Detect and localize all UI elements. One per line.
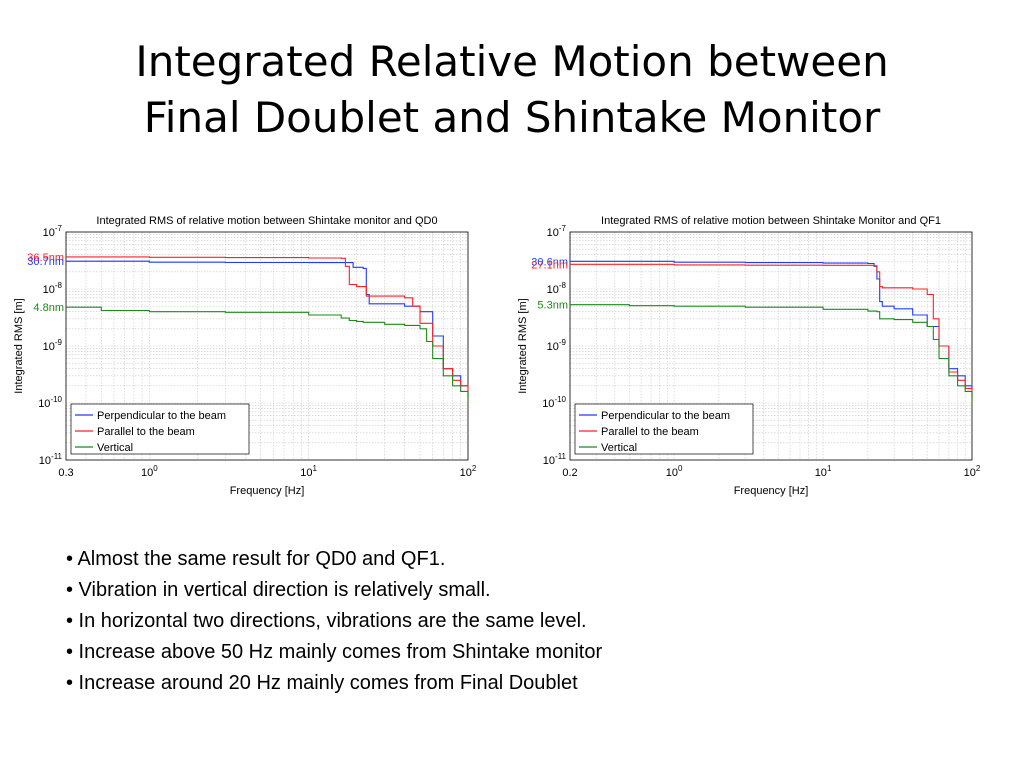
chart-0-y-tick-label: 10-9	[43, 338, 63, 353]
chart-0-title: Integrated RMS of relative motion betwee…	[96, 215, 437, 227]
chart-0-series-vert	[66, 306, 469, 403]
chart-1-y-tick-label: 10-8	[547, 281, 567, 296]
title-line-1: Integrated Relative Motion between	[135, 37, 889, 86]
chart-1-legend-label-par: Parallel to the beam	[601, 426, 699, 438]
chart-1-series-par	[570, 263, 973, 403]
chart-1-axes-frame	[569, 231, 973, 461]
chart-0-x-axis-label: Frequency [Hz]	[230, 485, 305, 497]
title-line-2: Final Doublet and Shintake Monitor	[143, 93, 881, 142]
chart-0-x-tick-label: 101	[300, 464, 317, 479]
chart-1-series-vert	[570, 304, 973, 403]
chart-0-legend-box	[70, 403, 250, 455]
chart-1-y-tick-label: 10-7	[547, 224, 567, 239]
chart-1-y-tick-label: 10-9	[547, 338, 567, 353]
chart-1-y-tick-label: 10-10	[542, 395, 566, 410]
bullet-item: • In horizontal two directions, vibratio…	[66, 610, 587, 632]
bullet-item: • Vibration in vertical direction is rel…	[66, 579, 491, 601]
chart-0-legend-label-vert: Vertical	[97, 442, 133, 454]
chart-1-y-axis-label: Integrated RMS [m]	[517, 298, 529, 393]
chart-1-x-tick-label: 101	[815, 464, 832, 479]
chart-0-axes-frame	[65, 231, 469, 461]
chart-0-y-tick-label: 10-8	[43, 281, 63, 296]
chart-1-legend-label-vert: Vertical	[601, 442, 637, 454]
slide-title: Integrated Relative Motion between Final…	[0, 34, 1024, 146]
chart-0-y-tick-label: 10-10	[38, 395, 62, 410]
chart-1-x-axis-label: Frequency [Hz]	[734, 485, 809, 497]
chart-0-y-tick-label: 10-7	[43, 224, 63, 239]
chart-1-legend-box	[574, 403, 754, 455]
chart-0-annotation-label: 36.5nm	[27, 252, 64, 264]
chart-1-series-perp	[570, 260, 973, 399]
chart-1-x-tick-label: 0.2	[562, 467, 577, 479]
bullet-item: • Almost the same result for QD0 and QF1…	[66, 548, 446, 570]
chart-0-x-tick-label: 0.3	[58, 467, 73, 479]
chart-qd0: 0.3 100 101 102 10-7 10-8 10-9 10-10 10-11 Integr…	[13, 215, 477, 497]
chart-0-annotation-label: 30.7nm	[27, 256, 64, 268]
chart-1-y-tick-label: 10-11	[543, 452, 567, 467]
chart-1-annotation-label: 5.3nm	[537, 300, 568, 312]
chart-1-x-tick-label: 100	[666, 464, 683, 479]
chart-1-annotation-label: 30.6nm	[531, 256, 568, 268]
chart-1-annotation-label: 27.1nm	[531, 259, 568, 271]
chart-0-legend-label-perp: Perpendicular to the beam	[97, 410, 226, 422]
bullet-list: • Almost the same result for QD0 and QF1…	[66, 544, 602, 699]
chart-0-legend-label-par: Parallel to the beam	[97, 426, 195, 438]
chart-1-legend-label-perp: Perpendicular to the beam	[601, 410, 730, 422]
chart-0-y-axis-label: Integrated RMS [m]	[13, 298, 25, 393]
chart-1-x-tick-label: 102	[964, 464, 981, 479]
chart-0-y-tick-label: 10-11	[39, 452, 63, 467]
chart-0-x-tick-label: 100	[141, 464, 158, 479]
chart-qf1: 0.2 100 101 102 10-7 10-8 10-9 10-10 10-11 Integr…	[517, 215, 981, 497]
bullet-item: • Increase above 50 Hz mainly comes from…	[66, 641, 603, 663]
chart-0-annotation-label: 4.8nm	[33, 302, 64, 314]
chart-0-series-par	[66, 256, 469, 403]
bullet-item: • Increase around 20 Hz mainly comes fro…	[66, 672, 578, 694]
chart-0-x-tick-label: 102	[460, 464, 477, 479]
chart-1-title: Integrated RMS of relative motion betwee…	[601, 215, 941, 227]
